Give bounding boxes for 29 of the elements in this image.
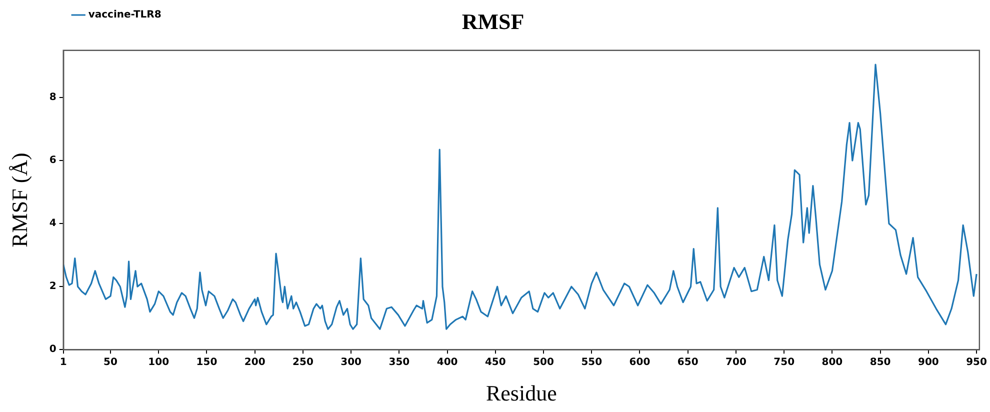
x-tick-label: 300 <box>340 357 362 368</box>
chart-title: RMSF <box>462 8 524 34</box>
x-tick-label: 650 <box>677 357 698 368</box>
x-tick-label: 550 <box>581 357 602 368</box>
x-tick-label: 750 <box>774 357 795 368</box>
x-tick-label: 900 <box>918 357 939 368</box>
x-tick-label: 350 <box>388 357 410 368</box>
y-tick-label: 6 <box>49 155 56 166</box>
x-tick-label: 850 <box>870 357 891 368</box>
y-tick-label: 8 <box>49 92 56 104</box>
x-tick-label: 400 <box>436 357 458 368</box>
x-tick-label: 50 <box>104 357 118 368</box>
x-tick-label: 600 <box>629 357 650 368</box>
legend-label: vaccine-TLR8 <box>88 10 162 21</box>
x-tick-label: 450 <box>484 357 506 368</box>
x-tick-label: 800 <box>822 357 843 368</box>
y-tick-label: 4 <box>49 218 56 230</box>
x-tick-label: 950 <box>966 357 988 368</box>
y-tick-label: 0 <box>49 344 56 356</box>
y-axis-title: RMSF (Å) <box>6 152 32 248</box>
x-axis-title: Residue <box>486 380 557 406</box>
x-tick-label: 1 <box>60 357 67 368</box>
x-tick-label: 200 <box>244 357 266 368</box>
x-tick-label: 500 <box>533 357 554 368</box>
x-tick-label: 250 <box>292 357 314 368</box>
x-tick-label: 700 <box>726 357 746 368</box>
x-tick-label: 100 <box>148 357 170 368</box>
x-tick-label: 150 <box>196 357 218 368</box>
y-tick-label: 2 <box>49 281 56 292</box>
